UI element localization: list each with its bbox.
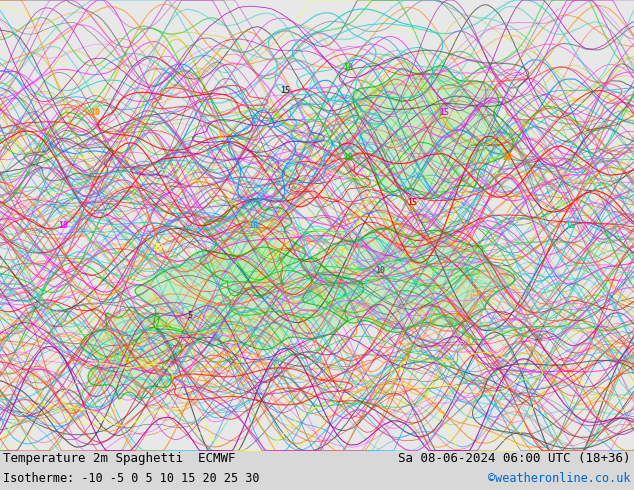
Text: 10: 10 (344, 63, 354, 72)
Text: 10: 10 (375, 266, 385, 275)
Text: 10: 10 (217, 131, 227, 140)
Text: 5: 5 (188, 311, 193, 320)
Polygon shape (200, 198, 306, 297)
Polygon shape (135, 247, 364, 350)
Text: 5: 5 (124, 356, 129, 365)
Text: 10: 10 (58, 221, 68, 230)
Text: 10: 10 (249, 221, 259, 230)
Text: Isotherme: -10 -5 0 5 10 15 20 25 30: Isotherme: -10 -5 0 5 10 15 20 25 30 (3, 472, 260, 486)
Text: 10: 10 (153, 244, 164, 252)
Text: 15: 15 (439, 108, 449, 117)
Text: 10: 10 (312, 356, 322, 365)
Text: Temperature 2m Spaghetti  ECMWF: Temperature 2m Spaghetti ECMWF (3, 452, 236, 465)
Text: 15: 15 (280, 86, 290, 95)
Text: Sa 08-06-2024 06:00 UTC (18+36): Sa 08-06-2024 06:00 UTC (18+36) (398, 452, 631, 465)
Text: 15: 15 (470, 289, 481, 297)
Polygon shape (81, 307, 182, 400)
Polygon shape (339, 66, 513, 199)
Text: ©weatheronline.co.uk: ©weatheronline.co.uk (488, 472, 631, 486)
Text: 10: 10 (90, 108, 100, 117)
Text: 15: 15 (407, 198, 417, 207)
Polygon shape (301, 228, 515, 333)
Text: 20: 20 (534, 334, 544, 343)
Text: 20: 20 (502, 153, 512, 162)
Text: 15: 15 (566, 221, 576, 230)
Text: 10: 10 (344, 153, 354, 162)
